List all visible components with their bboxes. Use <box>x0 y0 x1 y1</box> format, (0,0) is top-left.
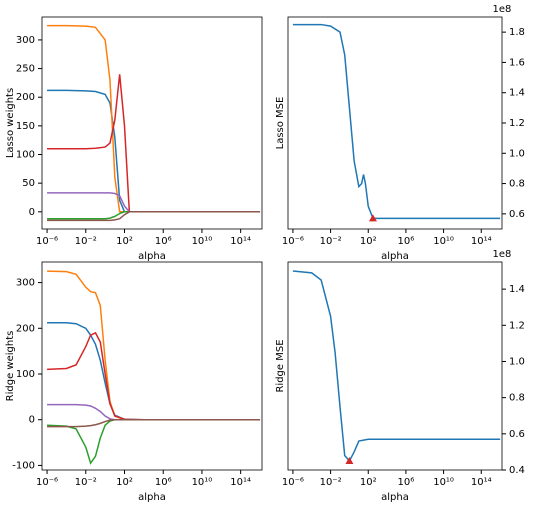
axes-frame <box>287 16 503 230</box>
line-series <box>292 270 501 463</box>
y-tick-label: 50 <box>22 178 35 189</box>
min-marker <box>345 456 354 464</box>
line-series <box>292 23 501 220</box>
x-tick-label: 10⁻⁶ <box>36 236 58 247</box>
x-tick-label: 10¹⁰ <box>192 236 213 247</box>
x-tick-label: 10¹⁰ <box>433 236 454 247</box>
y-tick-label: 0.4 <box>509 465 525 476</box>
line-series <box>47 74 261 213</box>
x-tick-label: 10¹⁴ <box>230 236 251 247</box>
x-tick-label: 10⁻² <box>75 236 97 247</box>
y-tick-label: 0 <box>29 207 35 218</box>
x-tick-label: 10⁻⁶ <box>36 477 58 488</box>
y-tick-label: 1.4 <box>509 284 525 295</box>
x-axis-label: alpha <box>381 492 409 503</box>
y-tick-label: 300 <box>16 35 35 46</box>
offset-text: 1e8 <box>493 249 512 260</box>
line-series <box>47 331 261 421</box>
axes-frame <box>41 16 263 230</box>
axes-frame <box>287 261 503 471</box>
y-tick-label: 1.4 <box>509 88 525 99</box>
x-tick-label: 10⁶ <box>398 236 415 247</box>
axes-frame <box>41 261 263 471</box>
line-series <box>47 192 261 213</box>
y-tick-label: 1.2 <box>509 118 525 129</box>
y-tick-label: 150 <box>16 121 35 132</box>
line-series <box>47 270 261 421</box>
y-tick-label: 250 <box>16 64 35 75</box>
y-tick-label: 1.2 <box>509 320 525 331</box>
y-tick-label: 200 <box>16 92 35 103</box>
y-tick-label: -100 <box>12 460 35 471</box>
x-tick-label: 10¹⁴ <box>471 236 492 247</box>
x-tick-label: 10¹⁴ <box>230 477 251 488</box>
x-axis-label: alpha <box>138 251 166 262</box>
y-tick-label: 300 <box>16 278 35 289</box>
min-marker <box>368 214 377 222</box>
x-tick-label: 10⁻⁶ <box>282 477 304 488</box>
line-series <box>47 403 261 421</box>
x-tick-label: 10⁻² <box>320 477 342 488</box>
x-axis-label: alpha <box>381 251 409 262</box>
y-axis-label: Lasso MSE <box>275 97 286 150</box>
x-tick-label: 10⁻² <box>320 236 342 247</box>
y-tick-label: 0.6 <box>509 209 525 220</box>
x-tick-label: 10⁻² <box>75 477 97 488</box>
y-tick-label: 1.8 <box>509 27 525 38</box>
y-tick-label: 0.8 <box>509 179 525 190</box>
line-series <box>47 211 261 222</box>
y-axis-label: Ridge weights <box>5 331 16 402</box>
y-axis-label: Lasso weights <box>5 88 16 158</box>
x-tick-label: 10¹⁰ <box>433 477 454 488</box>
x-tick-label: 10⁶ <box>155 236 172 247</box>
line-series <box>47 418 261 428</box>
y-tick-label: 0 <box>29 415 35 426</box>
y-tick-label: 100 <box>16 150 35 161</box>
line-series <box>47 24 261 213</box>
y-tick-label: 0.8 <box>509 393 525 404</box>
offset-text: 1e8 <box>493 4 512 15</box>
x-tick-label: 10² <box>360 477 377 488</box>
x-tick-label: 10¹⁰ <box>192 477 213 488</box>
x-tick-label: 10¹⁴ <box>471 477 492 488</box>
x-tick-label: 10⁶ <box>398 477 415 488</box>
x-tick-label: 10² <box>116 236 133 247</box>
line-series <box>47 211 261 220</box>
y-tick-label: 1.0 <box>509 148 525 159</box>
y-tick-label: 200 <box>16 323 35 334</box>
x-axis-label: alpha <box>138 492 166 503</box>
x-tick-label: 10² <box>116 477 133 488</box>
y-tick-label: 1.0 <box>509 356 525 367</box>
y-axis-label: Ridge MSE <box>275 339 286 392</box>
y-tick-label: 100 <box>16 369 35 380</box>
y-tick-label: 0.6 <box>509 429 525 440</box>
x-tick-label: 10² <box>360 236 377 247</box>
y-tick-label: 1.6 <box>509 57 525 68</box>
x-tick-label: 10⁻⁶ <box>282 236 304 247</box>
x-tick-label: 10⁶ <box>155 477 172 488</box>
